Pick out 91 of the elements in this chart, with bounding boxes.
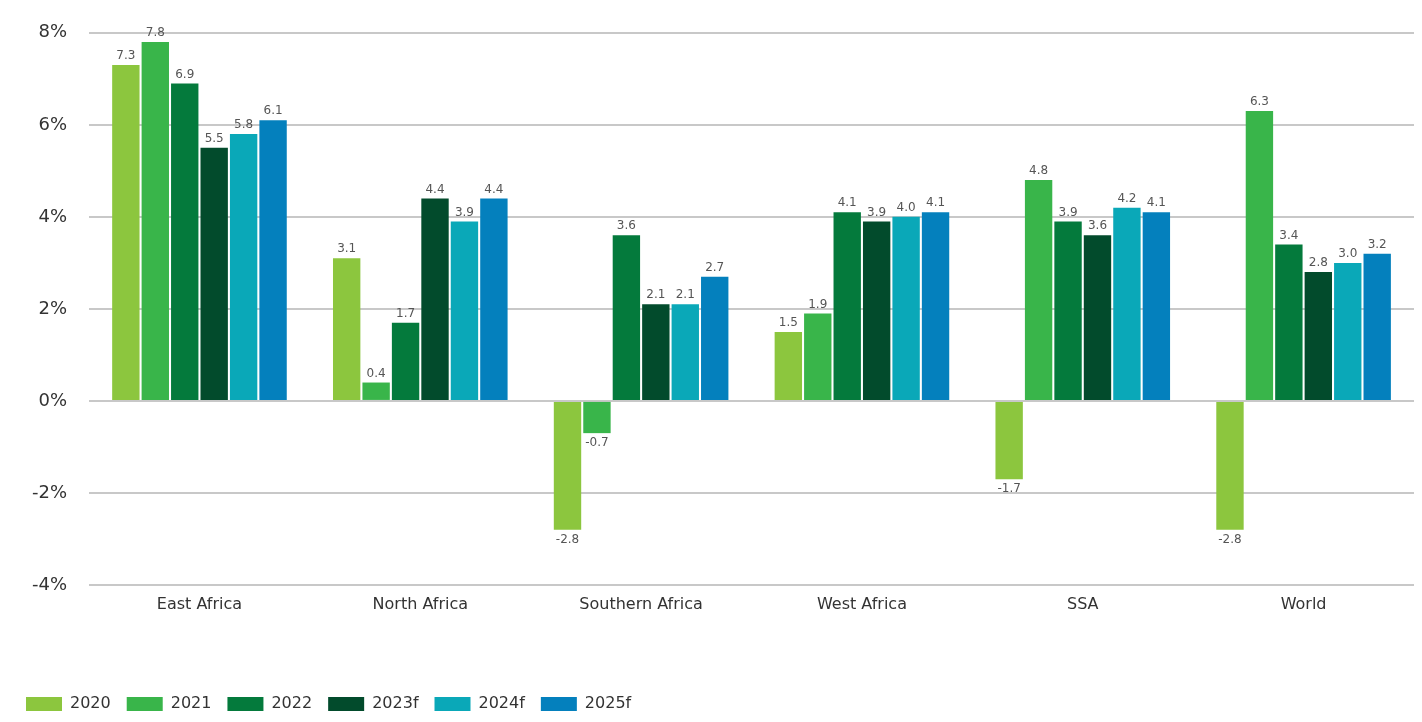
data-label: 4.1 <box>926 195 946 210</box>
x-tick-label: World <box>1280 593 1327 613</box>
y-tick-label: 2% <box>38 296 68 318</box>
bar <box>833 212 861 400</box>
data-label: 4.1 <box>1146 195 1166 210</box>
bar <box>1083 235 1112 400</box>
bar <box>1245 111 1274 400</box>
bar <box>612 235 641 400</box>
data-label: 4.2 <box>1117 190 1137 205</box>
bar <box>362 382 390 400</box>
y-tick-label: 0% <box>38 388 68 410</box>
data-label: 7.8 <box>145 25 165 40</box>
legend-label: 2022 <box>271 693 313 713</box>
data-label: 3.9 <box>454 204 474 219</box>
bar <box>995 401 1023 480</box>
data-label: 6.3 <box>1249 94 1269 109</box>
data-label: 3.6 <box>1087 218 1108 233</box>
bar <box>892 216 920 400</box>
bar <box>1275 244 1303 400</box>
bar <box>1142 212 1171 400</box>
bar <box>1363 253 1391 400</box>
bar <box>1304 272 1332 400</box>
data-label: 4.8 <box>1029 163 1049 178</box>
bar <box>200 147 228 400</box>
data-label: 6.9 <box>175 66 195 81</box>
x-tick-label: West Africa <box>816 593 907 613</box>
bar <box>112 65 140 400</box>
data-label: 1.9 <box>808 296 828 311</box>
bar <box>1113 207 1141 400</box>
data-label: 2.7 <box>705 259 725 274</box>
data-label: 4.1 <box>837 195 857 210</box>
y-tick-label: -2% <box>31 480 68 502</box>
data-label: 3.9 <box>1058 204 1078 219</box>
data-label: 0.4 <box>366 365 386 380</box>
data-label: 2.1 <box>675 287 695 302</box>
data-label: 5.8 <box>234 117 254 132</box>
data-label: 3.9 <box>867 204 887 219</box>
legend-label: 2023f <box>372 693 419 713</box>
bar <box>1334 262 1362 400</box>
data-label: -2.8 <box>1218 531 1242 546</box>
data-label: 2.8 <box>1308 255 1328 270</box>
x-tick-label: Southern Africa <box>579 593 703 613</box>
data-label: 5.5 <box>204 130 224 145</box>
y-tick-label: -4% <box>31 572 68 594</box>
bar <box>804 313 832 400</box>
data-label: 4.4 <box>484 181 504 196</box>
bar <box>862 221 891 400</box>
data-label: 4.0 <box>896 199 916 214</box>
data-label: 3.4 <box>1279 227 1299 242</box>
data-label: 6.1 <box>263 103 283 118</box>
bar <box>642 304 670 400</box>
y-tick-label: 6% <box>38 112 68 134</box>
bar <box>450 221 479 400</box>
legend-label: 2021 <box>170 693 212 713</box>
data-label: -1.7 <box>997 481 1021 496</box>
x-tick-label: SSA <box>1066 593 1099 613</box>
bar <box>1024 180 1053 400</box>
bar <box>583 401 611 434</box>
bar <box>259 120 287 400</box>
bar <box>229 134 258 400</box>
data-label: 3.2 <box>1367 236 1387 251</box>
data-label: 4.4 <box>425 181 445 196</box>
data-label: 2.1 <box>646 287 666 302</box>
bar <box>332 258 361 400</box>
bar <box>701 276 729 400</box>
bar <box>1216 401 1244 530</box>
data-label: 3.6 <box>616 218 636 233</box>
legend-label: 2024f <box>478 693 526 713</box>
legend-label: 2025f <box>584 693 632 713</box>
bar <box>421 198 449 400</box>
data-label: 7.3 <box>116 48 136 63</box>
x-tick-label: North Africa <box>372 593 469 613</box>
bar <box>553 401 582 530</box>
y-tick-label: 4% <box>38 204 68 226</box>
bar <box>921 212 950 400</box>
bar <box>171 83 199 400</box>
data-label: -0.7 <box>585 435 609 450</box>
data-label: 1.5 <box>778 315 798 330</box>
bar <box>141 42 169 400</box>
data-label: -2.8 <box>555 531 580 546</box>
x-tick-label: East Africa <box>156 593 243 613</box>
data-label: 3.1 <box>337 241 357 256</box>
bar <box>391 322 420 400</box>
legend-label: 2020 <box>70 693 111 713</box>
bar <box>774 331 803 400</box>
bar <box>671 304 699 400</box>
data-label: 1.7 <box>396 305 416 320</box>
data-label: 3.0 <box>1338 246 1358 261</box>
bar <box>480 198 508 400</box>
bar <box>1054 221 1082 400</box>
y-tick-label: 8% <box>38 20 68 42</box>
